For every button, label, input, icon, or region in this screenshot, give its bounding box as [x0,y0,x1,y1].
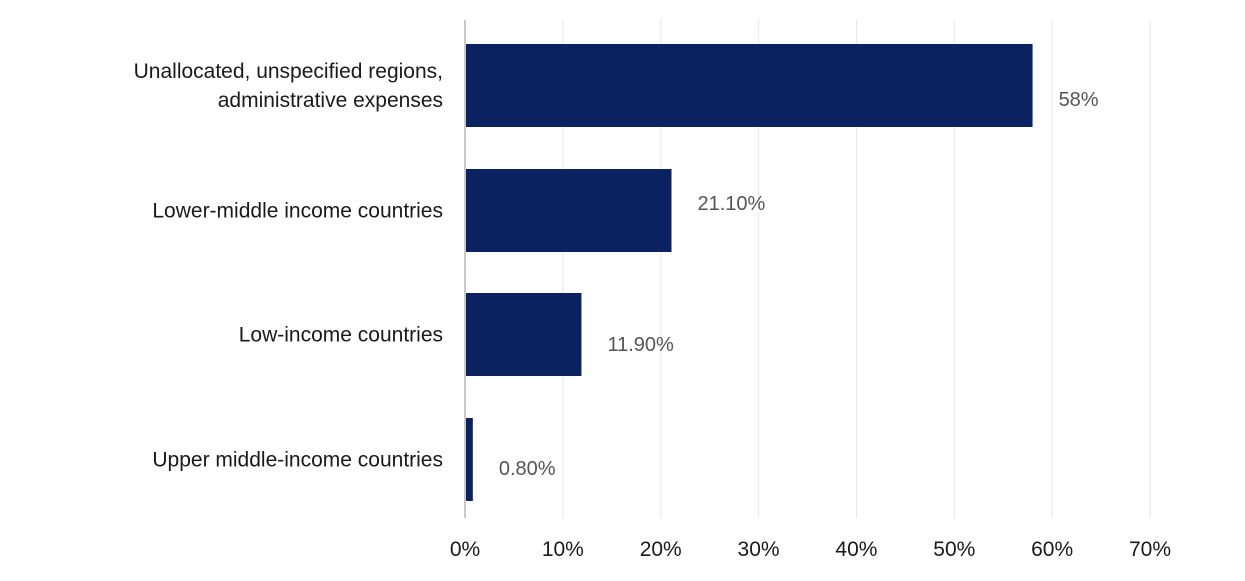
category-label: Upper middle-income countries [152,449,443,472]
x-tick-label: 50% [933,538,975,561]
category-labels: Unallocated, unspecified regions, adminis… [134,60,443,472]
category-label-line: Lower-middle income countries [152,200,443,223]
category-label-line: administrative expenses [218,89,443,112]
category-label: Lower-middle income countries [152,200,443,223]
x-tick-label: 70% [1129,538,1171,561]
data-label: 58% [1059,89,1099,111]
x-tick-label: 0% [450,538,480,561]
category-label: Unallocated, unspecified regions, adminis… [134,60,443,112]
data-label: 0.80% [499,458,556,480]
tick-labels: 0% 10% 20% 30% 40% 50% 60% 70% [450,538,1171,561]
data-label: 11.90% [607,334,674,356]
bars [465,44,1033,501]
data-labels: 58% 21.10% 11.90% 0.80% [499,89,1099,480]
bar [465,418,473,501]
x-tick-label: 20% [640,538,682,561]
x-tick-label: 60% [1031,538,1073,561]
bar [465,44,1033,127]
category-label-line: Upper middle-income countries [152,449,443,472]
data-label: 21.10% [697,193,765,215]
x-tick-label: 40% [835,538,877,561]
category-label-line: Unallocated, unspecified regions, [134,60,443,83]
category-label: Low-income countries [239,324,443,347]
bar [465,293,582,376]
x-tick-label: 10% [542,538,584,561]
bar [465,169,672,252]
x-tick-label: 30% [738,538,780,561]
category-label-line: Low-income countries [239,324,443,347]
